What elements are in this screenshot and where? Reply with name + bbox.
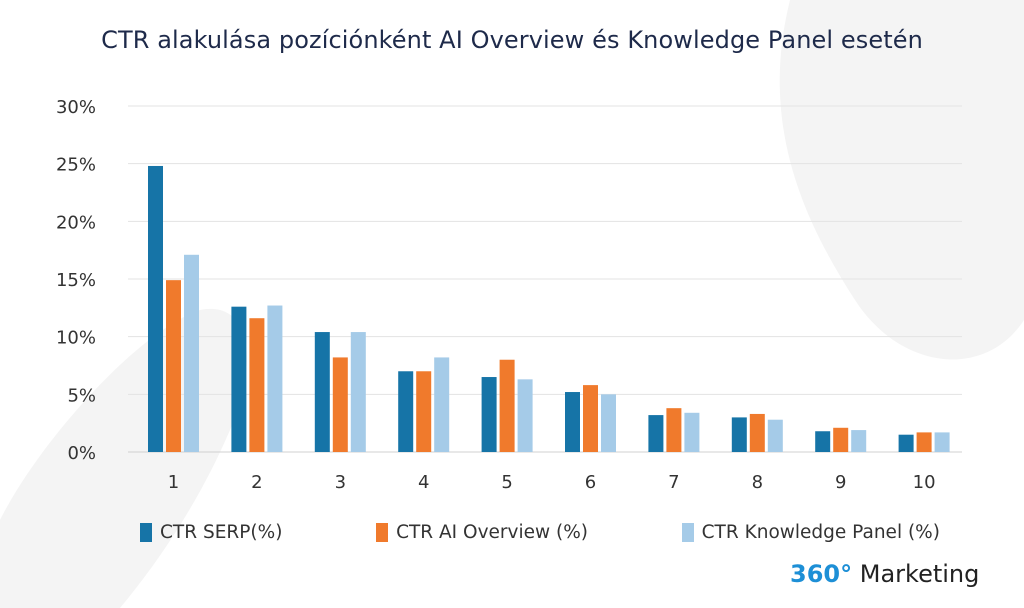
bar-kp-3 (350, 332, 366, 452)
y-tick-label: 25% (56, 155, 96, 176)
bar-kp-8 (767, 419, 783, 452)
bar-ai-4 (416, 371, 432, 452)
x-tick-label: 6 (585, 472, 596, 493)
bar-serp-1 (148, 165, 163, 452)
legend-swatch-serp (140, 523, 152, 542)
x-tick-label: 8 (752, 472, 763, 493)
bar-serp-3 (314, 332, 330, 452)
bar-ai-5 (499, 359, 515, 452)
y-tick-label: 15% (56, 270, 96, 291)
x-tick-label: 7 (668, 472, 679, 493)
brand-name: Marketing (859, 560, 980, 588)
bar-serp-10 (898, 434, 914, 452)
legend-label-knowledge-panel: CTR Knowledge Panel (%) (701, 522, 940, 543)
bar-serp-5 (481, 377, 497, 452)
x-tick-label: 3 (335, 472, 346, 493)
brand-logo: 360° Marketing (790, 560, 979, 588)
bar-serp-9 (815, 431, 831, 452)
bar-kp-2 (267, 305, 283, 452)
bar-kp-4 (434, 357, 450, 452)
brand-highlight: 360° (790, 560, 853, 588)
chart-title: CTR alakulása pozíciónként AI Overview é… (101, 26, 923, 54)
legend-label-ai-overview: CTR AI Overview (%) (396, 522, 588, 543)
x-tick-label: 1 (168, 472, 179, 493)
y-tick-label: 10% (56, 328, 96, 349)
bar-serp-4 (398, 371, 414, 452)
x-tick-label: 10 (913, 472, 936, 493)
legend-swatch-ai-overview (376, 523, 389, 542)
x-tick-label: 2 (251, 472, 262, 493)
bar-serp-7 (648, 415, 664, 452)
bar-ai-6 (583, 385, 598, 452)
legend: CTR SERP(%) CTR AI Overview (%) CTR Know… (140, 522, 940, 543)
legend-item-ai-overview: CTR AI Overview (%) (376, 522, 588, 543)
bar-kp-6 (601, 394, 616, 452)
bar-serp-6 (565, 392, 580, 452)
legend-label-serp: CTR SERP(%) (160, 522, 283, 543)
y-tick-label: 5% (67, 385, 96, 406)
bar-kp-5 (517, 379, 533, 452)
bar-ai-8 (749, 413, 765, 452)
y-tick-label: 20% (56, 212, 96, 233)
x-tick-label: 4 (418, 472, 429, 493)
bar-ai-2 (249, 318, 265, 452)
legend-item-knowledge-panel: CTR Knowledge Panel (%) (681, 522, 940, 543)
bar-ai-1 (166, 280, 181, 452)
y-tick-label: 30% (56, 97, 96, 118)
bar-kp-9 (851, 430, 867, 452)
bar-kp-7 (684, 412, 700, 452)
bar-serp-8 (731, 417, 747, 452)
bar-kp-1 (184, 254, 199, 452)
y-tick-label: 0% (67, 443, 96, 464)
legend-item-serp: CTR SERP(%) (140, 522, 282, 543)
bar-ai-3 (332, 357, 348, 452)
bar-ai-7 (666, 408, 682, 452)
x-tick-label: 5 (501, 472, 512, 493)
x-tick-label: 9 (835, 472, 846, 493)
bar-kp-10 (934, 432, 950, 452)
bar-serp-2 (231, 306, 247, 452)
bar-ai-9 (833, 427, 849, 452)
bar-ai-10 (916, 432, 932, 452)
legend-swatch-knowledge-panel (681, 523, 694, 542)
